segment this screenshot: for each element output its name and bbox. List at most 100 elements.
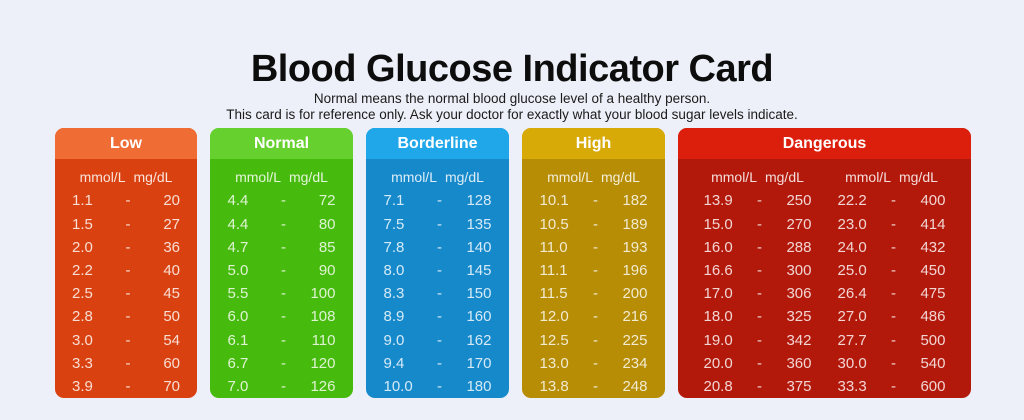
range-separator: - <box>891 215 896 233</box>
mmol-value: 8.9 <box>383 308 405 326</box>
table-row: 3.0 - 54 <box>72 328 180 351</box>
table-row: 11.0 - 193 <box>540 236 648 259</box>
table-row: 6.1 - 110 <box>228 328 336 351</box>
mgdl-value: 540 <box>920 354 946 372</box>
mgdl-value: 450 <box>920 261 946 279</box>
unit-label-mgdl: mg/dL <box>288 169 328 186</box>
mmol-value: 12.5 <box>539 331 569 349</box>
table-row: 10.5 - 189 <box>540 213 648 236</box>
mgdl-value: 300 <box>786 261 812 279</box>
range-separator: - <box>593 192 598 210</box>
card-low: Low mmol/L mg/dL 1.1-20 1.5-27 2.0-36 2.2-40 2.… <box>55 128 197 398</box>
range-separator: - <box>437 285 442 303</box>
mmol-value: 27.0 <box>837 308 867 326</box>
range-separator: - <box>757 377 762 395</box>
card-borderline: Borderline mmol/L mg/dL 7.1-128 7.5-135 7.8-1… <box>366 128 509 398</box>
table-row: 8.3 - 150 <box>384 282 492 305</box>
table-row: 15.0 - 270 <box>704 213 812 236</box>
mmol-value: 6.7 <box>227 354 249 372</box>
mmol-value: 3.0 <box>72 331 93 349</box>
card-body-borderline: mmol/L mg/dL 7.1-128 7.5-135 7.8-140 8.0-145 8… <box>366 159 509 398</box>
range-separator: - <box>593 215 598 233</box>
mmol-value: 9.0 <box>383 331 405 349</box>
table-row: 11.1 - 196 <box>540 259 648 282</box>
table-row: 7.5 - 135 <box>384 213 492 236</box>
unit-label-mmol: mmol/L <box>711 169 757 186</box>
mmol-value: 30.0 <box>837 354 867 372</box>
table-row: 20.0 - 360 <box>704 352 812 375</box>
mgdl-value: 360 <box>786 354 812 372</box>
mgdl-value: 160 <box>466 308 492 326</box>
table-row: 18.0 - 325 <box>704 305 812 328</box>
mmol-value: 3.3 <box>72 354 93 372</box>
value-column: mmol/L mg/dL 1.1 - 20 1.5 - 27 2.0 - 36 2.2 - 40 2.5 - 4… <box>72 159 180 398</box>
range-separator: - <box>437 377 442 395</box>
range-separator: - <box>281 215 286 233</box>
range-separator: - <box>891 331 896 349</box>
unit-label-mmol: mmol/L <box>235 169 281 186</box>
mmol-value: 25.0 <box>837 261 867 279</box>
table-row: 3.9 - 70 <box>72 375 180 398</box>
mmol-value: 4.4 <box>227 215 249 233</box>
mmol-value: 11.1 <box>539 261 568 279</box>
range-separator: - <box>125 331 131 349</box>
mgdl-value: 325 <box>786 308 812 326</box>
range-separator: - <box>593 285 598 303</box>
range-separator: - <box>891 285 896 303</box>
mmol-value: 20.0 <box>703 354 733 372</box>
range-separator: - <box>281 261 286 279</box>
mgdl-value: 432 <box>920 238 946 256</box>
table-row: 7.8 - 140 <box>384 236 492 259</box>
table-row: 26.4 - 475 <box>838 282 946 305</box>
card-body-normal: mmol/L mg/dL 4.4 - 72 4.4 - 80 4.7 - 85 5.0 - 90 5.5 - 1… <box>210 159 353 398</box>
table-row: 4.4 - 72 <box>228 189 336 212</box>
table-row: 12.0 - 216 <box>540 305 648 328</box>
unit-header: mmol/L mg/dL <box>72 165 180 189</box>
mmol-value: 16.6 <box>703 261 733 279</box>
value-column: mmol/L mg/dL 22.2 - 400 23.0 - 414 24.0 - 432 25.0 -… <box>838 159 946 398</box>
mmol-value: 6.0 <box>227 308 249 326</box>
range-separator: - <box>757 285 762 303</box>
mgdl-value: 170 <box>466 354 492 372</box>
table-row: 7.1 - 128 <box>384 189 492 212</box>
table-row: 27.7 - 500 <box>838 328 946 351</box>
table-row: 22.2 - 400 <box>838 189 946 212</box>
table-row: 27.0 - 486 <box>838 305 946 328</box>
mgdl-value: 342 <box>786 331 812 349</box>
mgdl-value: 80 <box>318 215 336 233</box>
mgdl-value: 60 <box>163 354 180 372</box>
range-separator: - <box>757 354 762 372</box>
table-row: 11.5 - 200 <box>540 282 648 305</box>
mmol-value: 10.5 <box>539 215 569 233</box>
value-column: mmol/L mg/dL 4.4 - 72 4.4 - 80 4.7 - 85 5.0 - 90 5.5 - 1… <box>228 159 336 398</box>
table-row: 9.4 - 170 <box>384 352 492 375</box>
mgdl-value: 120 <box>310 354 336 372</box>
unit-label-mgdl: mg/dL <box>600 169 640 186</box>
range-separator: - <box>593 261 598 279</box>
card-header-high: High <box>522 128 665 160</box>
mmol-value: 4.4 <box>227 192 249 210</box>
mgdl-value: 600 <box>920 377 946 395</box>
mmol-value: 13.9 <box>703 192 733 210</box>
card-normal: Normal mmol/L mg/dL 4.4 - 72 4.4 - 80 4.7 - 85 5.0 - 9… <box>210 128 353 398</box>
range-separator: - <box>891 238 896 256</box>
range-separator: - <box>125 354 131 372</box>
unit-label-mmol: mmol/L <box>547 169 593 186</box>
card-high: High mmol/L mg/dL 10.1-182 10.5-189 11.0-193 1… <box>522 128 665 398</box>
range-separator: - <box>125 285 131 303</box>
range-separator: - <box>125 238 131 256</box>
table-row: 13.9 - 250 <box>704 189 812 212</box>
mgdl-value: 414 <box>920 215 946 233</box>
mgdl-value: 180 <box>466 377 492 395</box>
table-row: 16.0 - 288 <box>704 236 812 259</box>
mgdl-value: 150 <box>466 285 492 303</box>
mmol-value: 16.0 <box>703 238 733 256</box>
table-row: 4.7 - 85 <box>228 236 336 259</box>
mmol-value: 9.4 <box>383 354 405 372</box>
table-row: 33.3 - 600 <box>838 375 946 398</box>
table-row: 20.8 - 375 <box>704 375 812 398</box>
mgdl-value: 135 <box>466 215 492 233</box>
mmol-value: 1.5 <box>72 215 93 233</box>
mgdl-value: 90 <box>318 261 336 279</box>
mmol-value: 10.0 <box>383 377 413 395</box>
